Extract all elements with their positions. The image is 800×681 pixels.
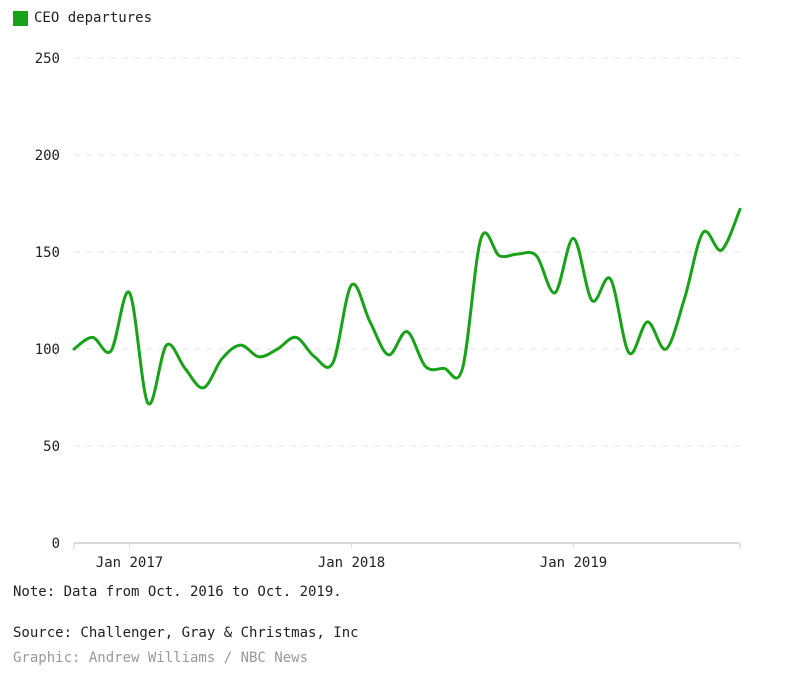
y-tick-label: 50 — [43, 439, 60, 455]
chart-source: Source: Challenger, Gray & Christmas, In… — [13, 625, 359, 641]
y-tick-label: 250 — [35, 51, 60, 67]
y-tick-label: 0 — [52, 536, 60, 552]
legend-label: CEO departures — [34, 10, 153, 26]
chart-credit: Graphic: Andrew Williams / NBC News — [13, 650, 309, 666]
x-tick-label: Jan 2017 — [96, 555, 163, 571]
y-tick-label: 100 — [35, 342, 60, 358]
x-tick-label: Jan 2019 — [540, 555, 607, 571]
legend: CEO departures — [13, 10, 152, 26]
y-tick-label: 200 — [35, 148, 60, 164]
legend-swatch — [13, 10, 28, 26]
x-tick-label: Jan 2018 — [318, 555, 385, 571]
y-tick-label: 150 — [35, 245, 60, 261]
series-line-ceo-departures — [72, 207, 742, 406]
chart-note: Note: Data from Oct. 2016 to Oct. 2019. — [13, 584, 342, 600]
